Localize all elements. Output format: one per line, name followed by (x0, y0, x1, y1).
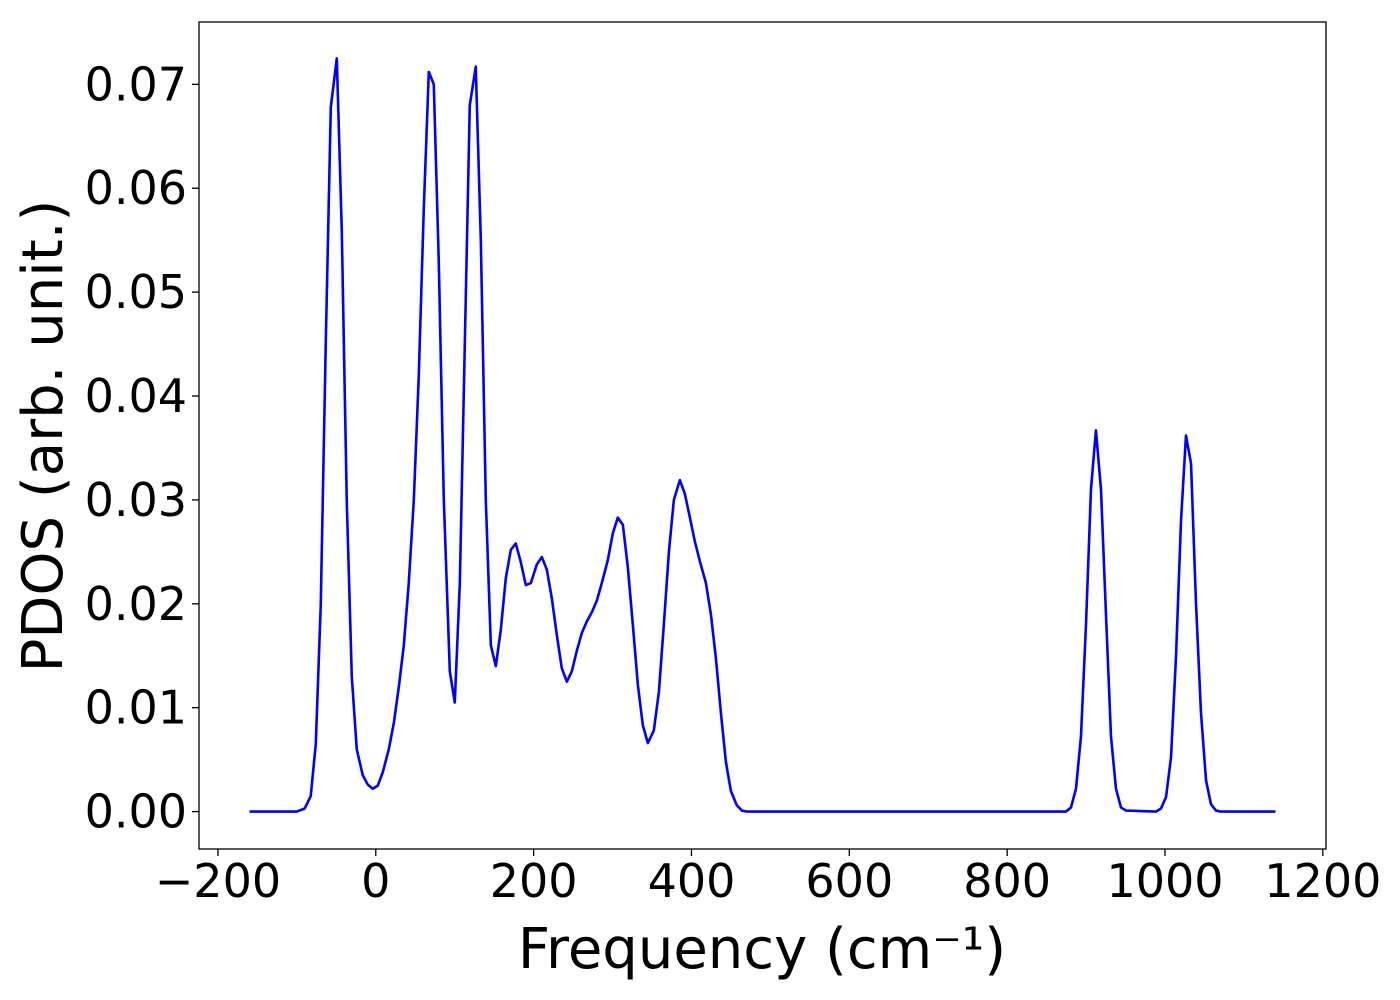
x-tick-label: 1000 (1106, 854, 1223, 908)
x-tick-label: 800 (963, 854, 1051, 908)
y-tick-label: 0.01 (85, 681, 187, 735)
y-tick-label: 0.02 (85, 577, 187, 631)
x-tick-label: 0 (361, 854, 390, 908)
y-tick-label: 0.05 (85, 265, 187, 319)
y-tick-label: 0.07 (85, 57, 187, 111)
x-axis-label: Frequency (cm⁻¹) (518, 917, 1006, 982)
x-tick-label: −200 (155, 854, 281, 908)
y-axis-label: PDOS (arb. unit.) (11, 200, 76, 673)
plot-frame (198, 21, 1327, 850)
y-tick-label: 0.00 (85, 785, 187, 839)
y-tick-label: 0.03 (85, 473, 187, 527)
y-tick-label: 0.04 (85, 369, 187, 423)
data-line (249, 57, 1276, 813)
x-tick-label: 400 (648, 854, 736, 908)
x-tick-label: 1200 (1264, 854, 1381, 908)
y-tick-label: 0.06 (85, 161, 187, 215)
x-tick-label: 200 (490, 854, 578, 908)
x-tick-label: 600 (805, 854, 893, 908)
